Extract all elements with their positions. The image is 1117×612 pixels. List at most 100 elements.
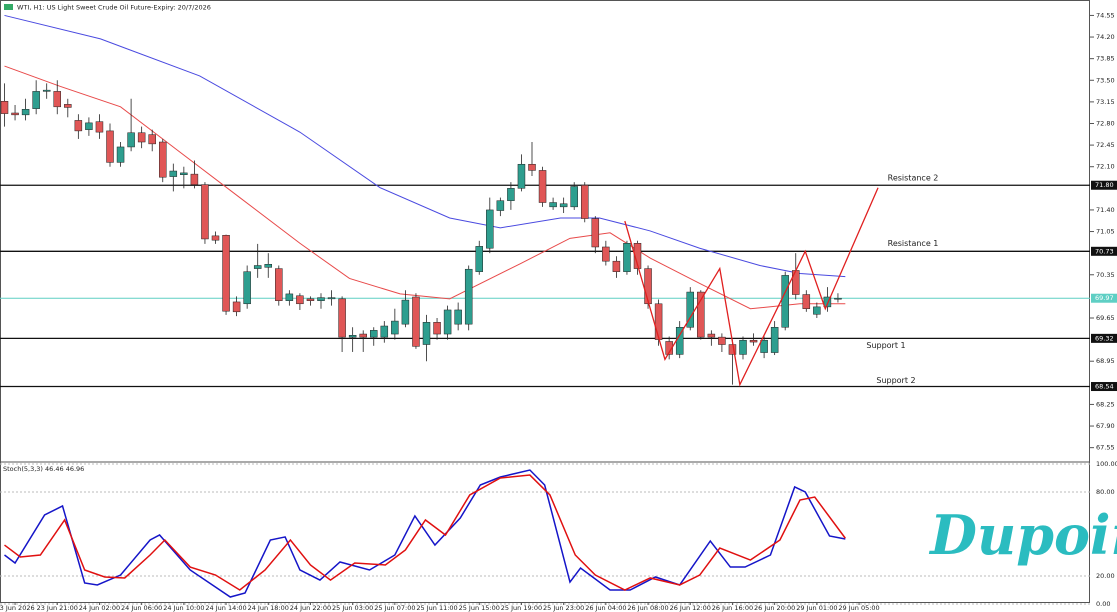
- candle-body: [264, 264, 272, 268]
- candle-body: [686, 291, 694, 328]
- level-tag: [1091, 382, 1117, 392]
- candle-body: [559, 203, 568, 208]
- candle-body: [148, 134, 156, 145]
- x-tick-label: 24 Jun 10:00: [163, 604, 204, 612]
- candle-body: [380, 325, 389, 338]
- candle-body: [422, 322, 431, 345]
- y-tick-label: 72.80: [1096, 119, 1115, 127]
- x-tick-label: 25 Jun 19:00: [501, 604, 542, 612]
- candle-body: [64, 104, 72, 108]
- x-tick-label: 29 Jun 05:00: [838, 604, 879, 612]
- candle-body: [570, 186, 578, 208]
- candle-body: [792, 270, 800, 295]
- x-tick-label: 24 Jun 06:00: [121, 604, 162, 612]
- candle-body: [32, 91, 40, 109]
- candle-body: [317, 297, 325, 301]
- candle-body: [612, 260, 621, 272]
- candle-body: [137, 132, 146, 143]
- candle-body: [11, 112, 19, 116]
- stoch-tick-label: 20.00: [1096, 572, 1115, 580]
- x-tick-label: 26 Jun 04:00: [585, 604, 626, 612]
- candle-body: [697, 291, 705, 338]
- stoch-tick-label: 100.00: [1096, 460, 1117, 468]
- x-tick-label: 24 Jun 22:00: [290, 604, 331, 612]
- chart-title: WTI, H1: US Light Sweet Crude Oil Future…: [17, 4, 211, 12]
- y-tick-label: 72.10: [1096, 163, 1115, 171]
- candle-body: [443, 309, 452, 335]
- candle-body: [275, 268, 283, 301]
- stoch-title: Stoch(5,3,3) 46.46 46.96: [3, 465, 84, 473]
- level-name: Support 2: [876, 376, 915, 385]
- candle-body: [391, 320, 399, 335]
- candle-body: [296, 295, 304, 305]
- candle-body: [95, 121, 104, 133]
- level-label: 68.54: [1095, 383, 1114, 391]
- candle-body: [528, 163, 536, 171]
- x-tick-label: 23 Jun 21:00: [37, 604, 78, 612]
- candle-body: [718, 336, 726, 345]
- frame: [0, 0, 1090, 603]
- y-tick-label: 67.90: [1096, 422, 1115, 430]
- moving-average: [4, 65, 846, 310]
- x-tick-label: 26 Jun 08:00: [627, 604, 668, 612]
- x-tick-label: 26 Jun 20:00: [754, 604, 795, 612]
- candle-body: [412, 296, 420, 347]
- candle-body: [770, 326, 779, 353]
- level-name: Resistance 1: [888, 239, 939, 248]
- candle-body: [359, 333, 367, 338]
- y-tick-label: 72.45: [1096, 141, 1115, 149]
- candle-body: [549, 202, 557, 208]
- candle-body: [401, 299, 410, 325]
- x-tick-label: 24 Jun 02:00: [79, 604, 120, 612]
- candle-body: [106, 130, 114, 163]
- x-tick-label: 29 Jun 01:00: [796, 604, 837, 612]
- stoch-line: [4, 474, 846, 591]
- x-tick-label: 25 Jun 11:00: [416, 604, 457, 612]
- x-tick-label: 25 Jun 23:00: [543, 604, 584, 612]
- stoch-tick-label: 0.00: [1096, 600, 1110, 608]
- candle-body: [749, 339, 758, 343]
- candle-body: [370, 330, 378, 338]
- y-tick-label: 74.20: [1096, 33, 1115, 41]
- candle-body: [486, 209, 494, 249]
- x-tick-label: 26 Jun 12:00: [670, 604, 711, 612]
- candle-body: [169, 170, 178, 177]
- level-tag: [1091, 180, 1117, 190]
- candle-body: [633, 243, 642, 269]
- x-tick-label: 24 Jun 14:00: [205, 604, 246, 612]
- candle-body: [507, 188, 515, 201]
- x-tick-label: 25 Jun 07:00: [374, 604, 415, 612]
- candle-body: [781, 275, 789, 328]
- symbol-icon: [4, 4, 13, 10]
- candle-body: [222, 234, 230, 312]
- candle-body: [591, 218, 600, 248]
- candle-body: [802, 294, 811, 309]
- candle-body: [42, 89, 51, 92]
- candle-body: [433, 322, 441, 335]
- candle-body: [496, 200, 505, 211]
- candle-body: [338, 298, 346, 338]
- candle-body: [201, 184, 209, 240]
- level-label: 71.80: [1095, 181, 1114, 189]
- zigzag-line: [624, 187, 879, 387]
- candle-body: [327, 297, 336, 300]
- y-tick-label: 73.85: [1096, 55, 1115, 63]
- y-tick-label: 69.65: [1096, 314, 1115, 322]
- candle-body: [813, 306, 821, 315]
- candle-body: [581, 184, 589, 219]
- y-tick-label: 68.95: [1096, 357, 1115, 365]
- candle-body: [654, 303, 663, 340]
- candle-body: [211, 235, 220, 241]
- candle-body: [180, 172, 188, 175]
- candle-body: [644, 268, 652, 305]
- moving-average: [4, 14, 846, 278]
- candle-body: [602, 246, 610, 262]
- candle-body: [454, 309, 462, 325]
- y-tick-label: 71.40: [1096, 206, 1115, 214]
- candle-body: [85, 122, 93, 130]
- candle-body: [159, 141, 167, 178]
- candle-body: [285, 293, 294, 301]
- candle-body: [232, 301, 241, 313]
- current-price-tag: [1091, 293, 1117, 303]
